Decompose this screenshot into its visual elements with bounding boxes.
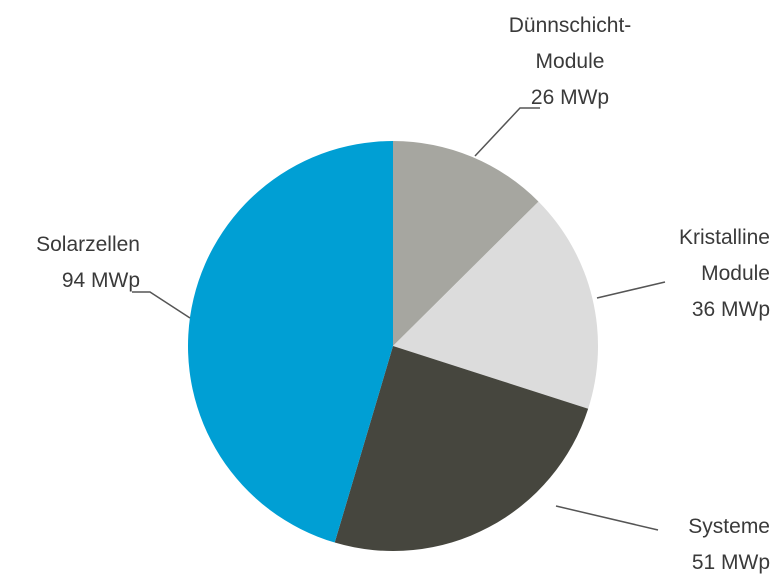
pie-slice (187, 141, 393, 543)
slice-label: Dünnschicht-Module 26 MWp (480, 8, 660, 116)
pie-slice (334, 346, 589, 551)
pie-slice (393, 201, 598, 409)
value-label: 51 MWp (691, 551, 770, 574)
slice-label: Systeme 51 MWp (620, 509, 770, 581)
leader-line (474, 107, 540, 157)
slice-label: Solarzellen 94 MWp (0, 227, 140, 299)
leader-line (132, 291, 191, 319)
value-label: 94 MWp (61, 269, 140, 292)
slice-label: Kristalline Module 36 MWp (630, 220, 770, 328)
category-label: Systeme (688, 515, 770, 538)
value-label: 26 MWp (530, 86, 610, 109)
value-label: 36 MWp (691, 298, 770, 321)
leader-line (596, 281, 666, 299)
category-label: Kristalline Module (678, 226, 770, 285)
pie-slice (393, 141, 539, 346)
category-label: Solarzellen (36, 233, 140, 256)
leader-line (555, 505, 659, 531)
category-label: Dünnschicht-Module (508, 14, 632, 73)
